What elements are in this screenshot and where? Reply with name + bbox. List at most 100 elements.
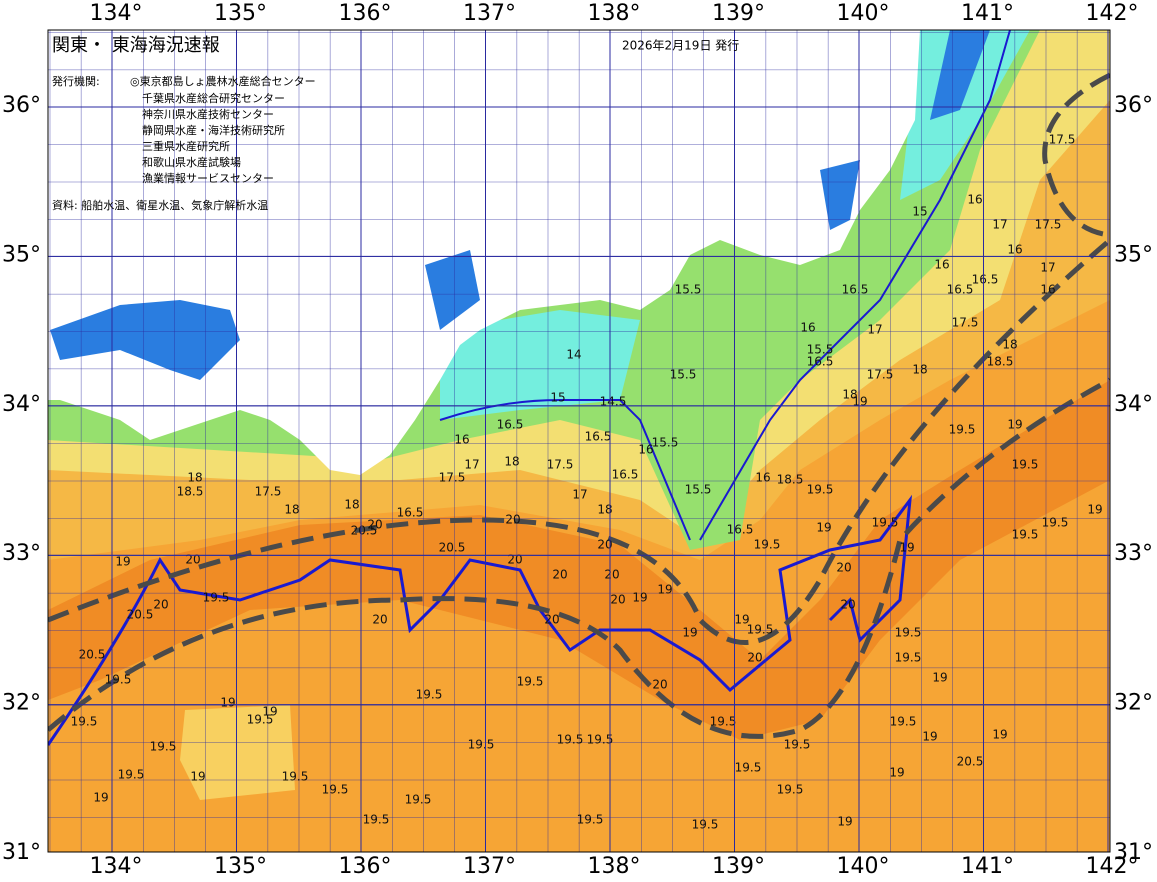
contour-20	[48, 494, 913, 746]
contour-label: 18	[597, 503, 612, 517]
contour-label: 16.5	[612, 468, 639, 482]
issuers-label: 発行機関:	[52, 74, 100, 88]
contour-label: 19	[889, 766, 904, 780]
contour-label: 20.5	[351, 524, 378, 538]
contour-label: 19.5	[890, 715, 917, 729]
contour-label: 19.5	[557, 733, 584, 747]
latitude-label: 31°	[2, 840, 41, 865]
contour-label: 19.5	[150, 740, 177, 754]
contour-label: 19	[837, 815, 852, 829]
contour-label: 19.5	[895, 626, 922, 640]
contour-label: 19.5	[949, 423, 976, 437]
contour-label: 15.5	[685, 483, 712, 497]
contour-label: 19.5	[807, 483, 834, 497]
contour-label: 16	[1040, 283, 1055, 297]
longitude-label: 142°	[1086, 854, 1139, 879]
contour-label: 20	[544, 613, 559, 627]
contour-label: 16	[454, 433, 469, 447]
contour-label: 19	[1007, 418, 1022, 432]
contour-label: 19	[220, 696, 235, 710]
contour-label: 19	[657, 583, 672, 597]
contour-label: 17.5	[439, 471, 466, 485]
contour-label: 16.5	[842, 283, 869, 297]
contour-label: 16	[1007, 243, 1022, 257]
contour-label: 19.5	[577, 813, 604, 827]
longitude-label: 141°	[961, 1, 1014, 26]
grid	[48, 30, 1110, 852]
contour-label: 19.5	[895, 651, 922, 665]
contour-label: 19	[262, 705, 277, 719]
longitude-label: 134°	[90, 854, 143, 879]
contour-label: 18	[344, 498, 359, 512]
contour-label: 19.5	[747, 623, 774, 637]
contour-label: 17	[992, 218, 1007, 232]
contour-label: 16	[800, 321, 815, 335]
contour-label: 17.5	[1049, 133, 1076, 147]
contour-label: 20.5	[439, 541, 466, 555]
contour-label: 18	[1002, 338, 1017, 352]
contour-label: 19.5	[363, 813, 390, 827]
issuer: 神奈川県水産技術センター	[142, 107, 274, 121]
latitude-label: 34°	[2, 392, 41, 417]
contour-label: 17.5	[547, 458, 574, 472]
contour-label: 16.5	[397, 506, 424, 520]
contour-label: 16.5	[972, 273, 999, 287]
contour-label: 19	[852, 395, 867, 409]
latitude-label: 36°	[2, 93, 41, 118]
issuer: 和歌山県水産試験場	[142, 155, 241, 169]
contour-label: 15.5	[652, 436, 679, 450]
latitude-label: 33°	[2, 541, 41, 566]
contour-label: 18	[842, 388, 857, 402]
contour-label: 19.5	[784, 738, 811, 752]
contour-label: 19.5	[416, 688, 443, 702]
latitude-label: 34°	[1114, 392, 1153, 417]
contour-label: 14.5	[600, 395, 627, 409]
contour-label: 19	[899, 541, 914, 555]
contour-label: 19.5	[247, 713, 274, 727]
contour-label: 15	[550, 391, 565, 405]
contour-label: 19.5	[710, 715, 737, 729]
contour-label: 19	[1087, 503, 1102, 517]
contour-label: 15.5	[807, 343, 834, 357]
contour-label: 19.5	[692, 818, 719, 832]
contour-label: 16.5	[947, 283, 974, 297]
longitude-label: 138°	[588, 1, 641, 26]
issuer: 千葉県水産総合研究センター	[142, 91, 285, 105]
contour-label: 20	[505, 513, 520, 527]
frame	[47, 29, 1111, 853]
contour-label: 16.5	[497, 418, 524, 432]
longitude-label: 139°	[712, 1, 765, 26]
contour-label: 20	[367, 518, 382, 532]
latitude-label: 36°	[1114, 93, 1153, 118]
contour-label: 19	[190, 770, 205, 784]
contour-label: 19	[992, 728, 1007, 742]
map-title: 関東・ 東海海況速報	[52, 35, 220, 56]
longitude-label: 140°	[837, 1, 890, 26]
contour-label: 16	[638, 443, 653, 457]
contour-label: 17	[1040, 261, 1055, 275]
contour-label: 16.5	[727, 523, 754, 537]
contour-label: 19.5	[468, 738, 495, 752]
contour-label: 20	[153, 598, 168, 612]
contour-label: 19.5	[1012, 458, 1039, 472]
contour-label: 17.5	[867, 368, 894, 382]
longitude-label: 135°	[214, 1, 267, 26]
contour-label: 19	[932, 671, 947, 685]
longitude-label: 135°	[214, 854, 267, 879]
contour-label: 18	[912, 363, 927, 377]
contour-label: 19.5	[1042, 516, 1069, 530]
latitude-label: 32°	[2, 691, 41, 716]
contour-label: 18.5	[177, 485, 204, 499]
longitude-label: 137°	[463, 1, 516, 26]
longitude-label: 136°	[339, 854, 392, 879]
contour-label: 20	[604, 568, 619, 582]
latitude-label: 35°	[1114, 242, 1153, 267]
longitude-label: 138°	[588, 854, 641, 879]
contour-label: 14	[566, 348, 581, 362]
contour-label: 18	[284, 503, 299, 517]
contour-label: 20	[652, 678, 667, 692]
contour-label: 16	[934, 258, 949, 272]
